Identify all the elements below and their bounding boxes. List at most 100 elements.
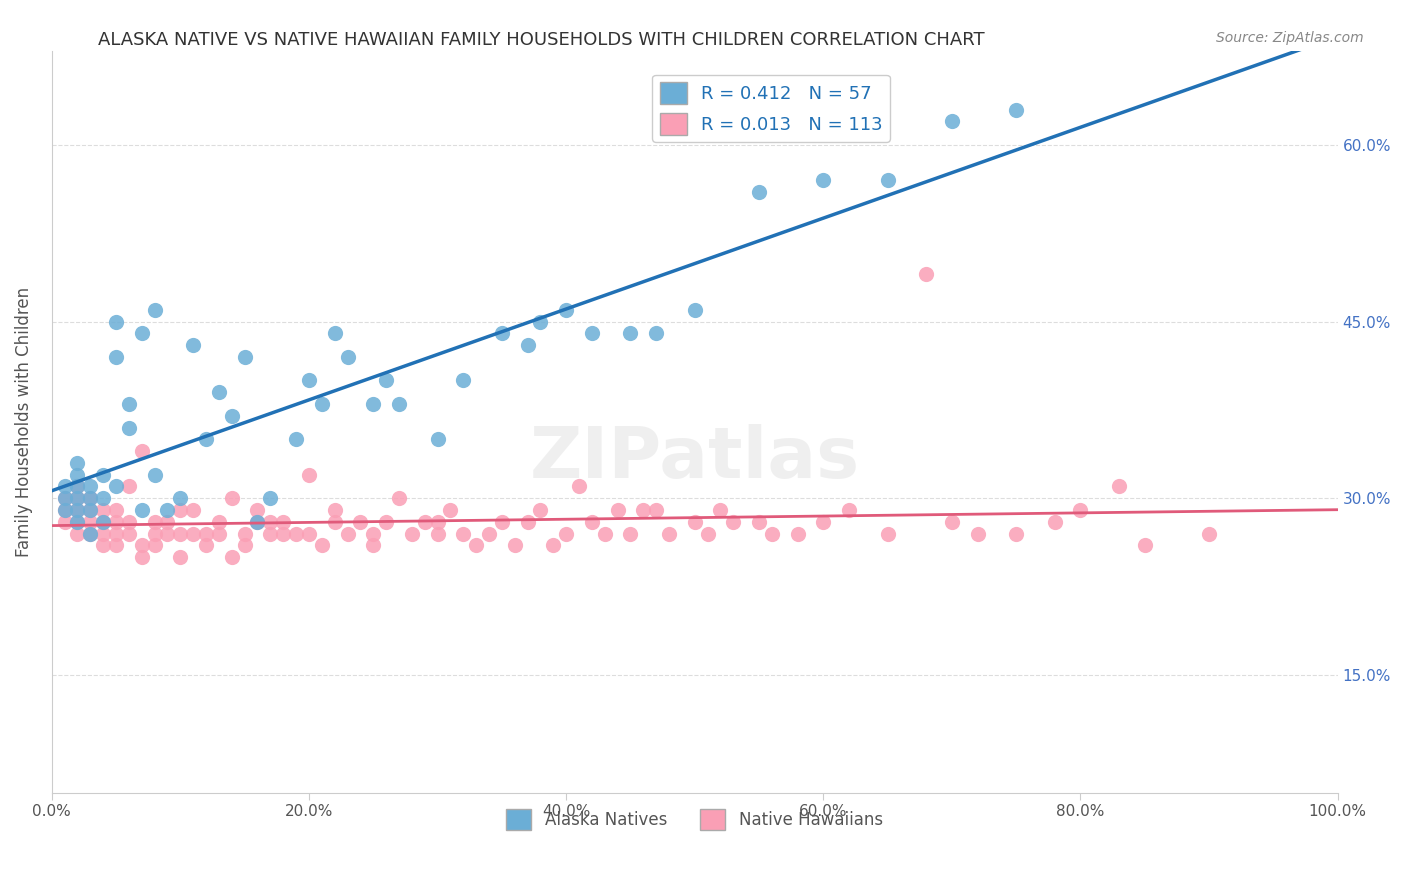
Point — [66, 479, 89, 493]
Point — [1005, 526, 1028, 541]
Point — [876, 173, 898, 187]
Point — [169, 526, 191, 541]
Point — [221, 550, 243, 565]
Point — [709, 503, 731, 517]
Point — [105, 515, 128, 529]
Point — [915, 268, 938, 282]
Point — [529, 503, 551, 517]
Point — [118, 420, 141, 434]
Point — [195, 538, 218, 552]
Point — [105, 314, 128, 328]
Point — [79, 503, 101, 517]
Point — [53, 515, 76, 529]
Point — [246, 503, 269, 517]
Point — [79, 491, 101, 506]
Point — [361, 538, 384, 552]
Point — [323, 326, 346, 341]
Point — [208, 526, 231, 541]
Point — [79, 526, 101, 541]
Point — [529, 314, 551, 328]
Point — [66, 456, 89, 470]
Point — [491, 515, 513, 529]
Point — [451, 374, 474, 388]
Point — [271, 526, 294, 541]
Point — [91, 526, 114, 541]
Point — [1005, 103, 1028, 117]
Point — [156, 503, 179, 517]
Point — [876, 526, 898, 541]
Point — [593, 526, 616, 541]
Point — [941, 515, 963, 529]
Text: ALASKA NATIVE VS NATIVE HAWAIIAN FAMILY HOUSEHOLDS WITH CHILDREN CORRELATION CHA: ALASKA NATIVE VS NATIVE HAWAIIAN FAMILY … — [98, 31, 986, 49]
Legend: Alaska Natives, Native Hawaiians: Alaska Natives, Native Hawaiians — [499, 803, 890, 837]
Point — [349, 515, 371, 529]
Point — [118, 526, 141, 541]
Point — [169, 503, 191, 517]
Point — [786, 526, 808, 541]
Point — [66, 515, 89, 529]
Point — [105, 350, 128, 364]
Point — [118, 479, 141, 493]
Point — [66, 491, 89, 506]
Point — [118, 515, 141, 529]
Point — [156, 515, 179, 529]
Point — [143, 538, 166, 552]
Point — [555, 302, 578, 317]
Point — [298, 374, 321, 388]
Point — [761, 526, 783, 541]
Point — [53, 491, 76, 506]
Point — [439, 503, 461, 517]
Point — [91, 538, 114, 552]
Point — [361, 397, 384, 411]
Point — [143, 467, 166, 482]
Point — [53, 491, 76, 506]
Point — [491, 326, 513, 341]
Point — [259, 491, 281, 506]
Point — [181, 338, 204, 352]
Point — [1043, 515, 1066, 529]
Point — [336, 350, 359, 364]
Point — [413, 515, 436, 529]
Point — [259, 515, 281, 529]
Point — [143, 302, 166, 317]
Point — [79, 515, 101, 529]
Point — [259, 526, 281, 541]
Point — [79, 491, 101, 506]
Point — [838, 503, 860, 517]
Point — [1198, 526, 1220, 541]
Point — [66, 479, 89, 493]
Point — [451, 526, 474, 541]
Point — [683, 515, 706, 529]
Point — [465, 538, 488, 552]
Point — [311, 397, 333, 411]
Text: ZIPatlas: ZIPatlas — [530, 425, 859, 493]
Point — [105, 479, 128, 493]
Point — [131, 550, 153, 565]
Point — [66, 526, 89, 541]
Point — [53, 479, 76, 493]
Point — [1069, 503, 1091, 517]
Point — [105, 538, 128, 552]
Point — [169, 491, 191, 506]
Point — [633, 503, 655, 517]
Point — [131, 326, 153, 341]
Point — [645, 326, 668, 341]
Point — [221, 409, 243, 423]
Point — [478, 526, 501, 541]
Point — [131, 444, 153, 458]
Point — [541, 538, 564, 552]
Point — [361, 526, 384, 541]
Point — [271, 515, 294, 529]
Point — [298, 526, 321, 541]
Point — [311, 538, 333, 552]
Point — [748, 185, 770, 199]
Point — [336, 526, 359, 541]
Point — [91, 503, 114, 517]
Point — [323, 515, 346, 529]
Point — [156, 526, 179, 541]
Point — [1108, 479, 1130, 493]
Point — [426, 526, 449, 541]
Point — [555, 526, 578, 541]
Point — [79, 479, 101, 493]
Point — [619, 326, 641, 341]
